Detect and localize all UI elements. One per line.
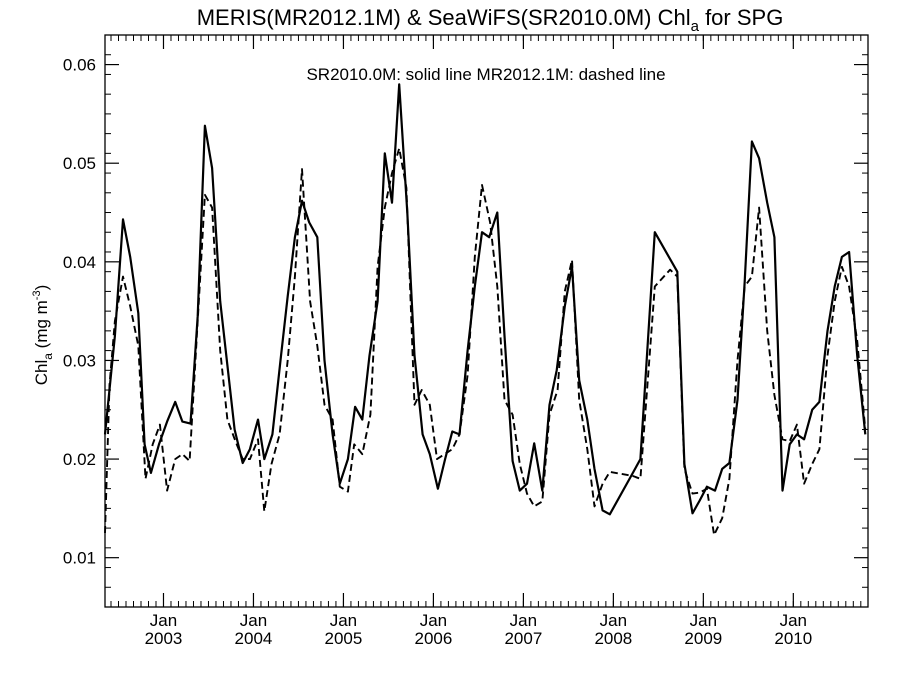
- x-tick-month-label: Jan: [510, 611, 537, 630]
- y-axis-label-unit-exponent: -3: [31, 290, 43, 300]
- x-tick-month-label: Jan: [780, 611, 807, 630]
- x-tick-month-label: Jan: [690, 611, 717, 630]
- x-tick-year-label: 2008: [594, 629, 632, 648]
- x-tick-year-label: 2007: [504, 629, 542, 648]
- series-layer: [103, 83, 867, 536]
- chart-title: MERIS(MR2012.1M) & SeaWiFS(SR2010.0M) Ch…: [197, 5, 784, 35]
- y-tick-label: 0.04: [63, 253, 96, 272]
- y-axis-label-subscript: a: [41, 353, 55, 360]
- plot-frame: [104, 34, 869, 608]
- x-tick-year-label: 2005: [325, 629, 363, 648]
- x-tick-month-label: Jan: [420, 611, 447, 630]
- x-tick-year-label: 2009: [684, 629, 722, 648]
- y-axis-label-unit: (mg m: [32, 300, 51, 353]
- y-tick-label: 0.02: [63, 450, 96, 469]
- y-tick-label: 0.03: [63, 351, 96, 370]
- y-tick-label: 0.01: [63, 549, 96, 568]
- legend-annotation: SR2010.0M: solid line MR2012.1M: dashed …: [306, 65, 665, 84]
- series-line-sr2010-0m: [103, 83, 867, 516]
- y-axis-label-main: Chl: [32, 360, 51, 386]
- y-tick-label: 0.05: [63, 154, 96, 173]
- x-tick-year-label: 2003: [145, 629, 183, 648]
- x-tick-month-label: Jan: [600, 611, 627, 630]
- x-tick-month-label: Jan: [150, 611, 177, 630]
- chart-title-subscript: a: [691, 18, 700, 35]
- chart-title-main: MERIS(MR2012.1M) & SeaWiFS(SR2010.0M) Ch…: [197, 5, 691, 30]
- x-tick-month-label: Jan: [330, 611, 357, 630]
- y-axis-label: Chla (mg m-3): [31, 285, 55, 386]
- series-line-mr2012-1m: [104, 147, 867, 536]
- x-tick-year-label: 2010: [774, 629, 812, 648]
- chart-title-tail: for SPG: [699, 5, 783, 30]
- x-tick-month-label: Jan: [240, 611, 267, 630]
- x-tick-year-label: 2006: [414, 629, 452, 648]
- y-axis-label-unit-close: ): [32, 285, 51, 291]
- axis-ticks: 0.010.020.030.040.050.06Jan2003Jan2004Ja…: [63, 34, 868, 648]
- y-tick-label: 0.06: [63, 56, 96, 75]
- x-tick-year-label: 2004: [235, 629, 273, 648]
